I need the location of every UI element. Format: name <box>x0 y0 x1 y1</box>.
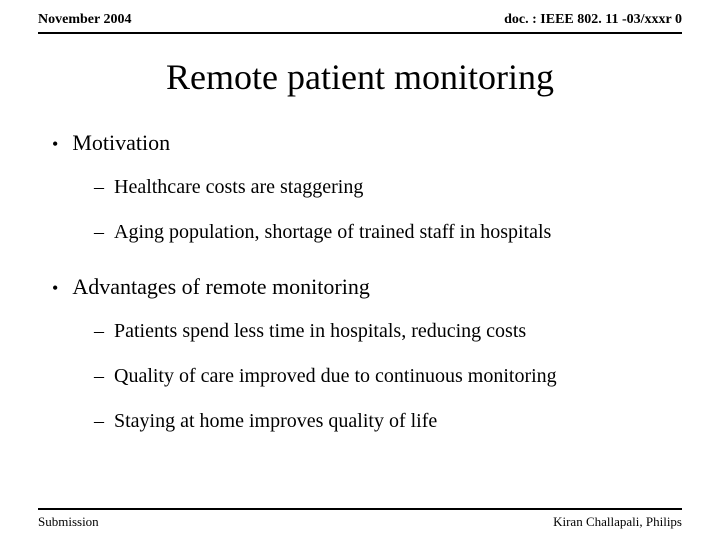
bullet-level2: – Healthcare costs are staggering <box>94 176 682 199</box>
bullet-l1-text: Advantages of remote monitoring <box>72 274 370 300</box>
bullet-dash-icon: – <box>94 221 104 244</box>
slide-header: November 2004 doc. : IEEE 802. 11 -03/xx… <box>0 0 720 32</box>
bullet-l2-text: Healthcare costs are staggering <box>114 176 363 199</box>
footer-row: Submission Kiran Challapali, Philips <box>38 514 682 530</box>
bullet-dash-icon: – <box>94 410 104 433</box>
slide-footer: Submission Kiran Challapali, Philips <box>0 508 720 530</box>
bullet-level2: – Aging population, shortage of trained … <box>94 221 682 244</box>
bullet-dash-icon: – <box>94 320 104 343</box>
bullet-l2-text: Aging population, shortage of trained st… <box>114 221 551 244</box>
bullet-level2: – Patients spend less time in hospitals,… <box>94 320 682 343</box>
footer-right: Kiran Challapali, Philips <box>553 514 682 530</box>
bullet-l1-text: Motivation <box>72 130 170 156</box>
footer-left: Submission <box>38 514 99 530</box>
bullet-l2-text: Patients spend less time in hospitals, r… <box>114 320 526 343</box>
header-rule <box>38 32 682 34</box>
header-date: November 2004 <box>38 12 131 28</box>
bullet-dot-icon: • <box>52 134 58 155</box>
slide-title: Remote patient monitoring <box>0 56 720 98</box>
bullet-l2-text: Staying at home improves quality of life <box>114 410 437 433</box>
slide-content: • Motivation – Healthcare costs are stag… <box>0 130 720 433</box>
bullet-dash-icon: – <box>94 365 104 388</box>
footer-rule <box>38 508 682 510</box>
header-doc-ref: doc. : IEEE 802. 11 -03/xxxr 0 <box>504 12 682 28</box>
bullet-dot-icon: • <box>52 278 58 299</box>
bullet-l2-text: Quality of care improved due to continuo… <box>114 365 557 388</box>
section-spacer <box>38 266 682 274</box>
bullet-dash-icon: – <box>94 176 104 199</box>
bullet-level1: • Motivation <box>52 130 682 156</box>
bullet-level2: – Quality of care improved due to contin… <box>94 365 682 388</box>
bullet-level1: • Advantages of remote monitoring <box>52 274 682 300</box>
bullet-level2: – Staying at home improves quality of li… <box>94 410 682 433</box>
